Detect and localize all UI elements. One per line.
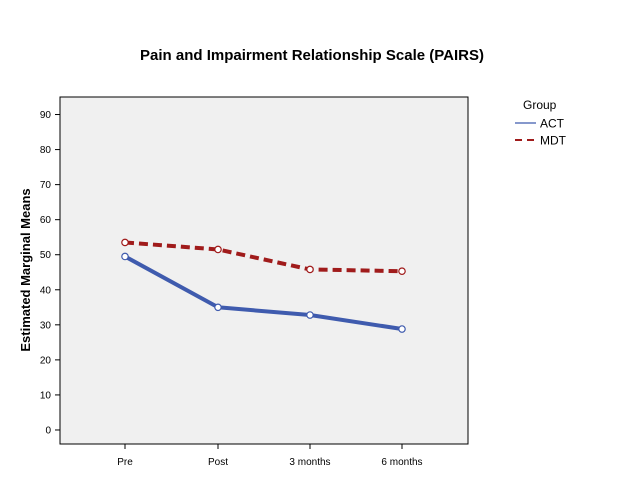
series-line-mdt [124, 240, 403, 274]
y-tick-label: 50 [40, 250, 52, 261]
plot-area [59, 96, 469, 445]
legend-label-mdt: MDT [540, 134, 567, 148]
data-point-act [398, 325, 406, 333]
data-point-act [306, 311, 314, 319]
series-line-act [124, 254, 403, 332]
data-point-act [214, 303, 222, 312]
y-tick-label: 40 [40, 285, 52, 296]
legend-title: Group [523, 98, 557, 112]
y-tick-label: 70 [40, 180, 52, 191]
data-point-act [121, 252, 129, 261]
x-tick-label: Pre [117, 457, 133, 468]
data-point-mdt [121, 238, 129, 247]
y-axis-label: Estimated Marginal Means [18, 188, 33, 351]
series-layer [121, 238, 406, 333]
legend-label-act: ACT [540, 117, 565, 131]
y-tick-label: 80 [40, 145, 52, 156]
y-tick-label: 60 [40, 215, 52, 226]
chart-title: Pain and Impairment Relationship Scale (… [140, 47, 484, 64]
x-tick-label: 3 months [289, 457, 330, 468]
y-tick-label: 0 [45, 425, 51, 436]
y-tick-label: 90 [40, 110, 52, 121]
y-axis: 0 10 20 30 40 50 60 70 80 90 [40, 110, 60, 436]
data-point-mdt [306, 265, 314, 274]
x-tick-label: 6 months [381, 457, 422, 468]
y-tick-label: 30 [40, 320, 52, 331]
x-axis: Pre Post 3 months 6 months [117, 444, 423, 468]
data-point-mdt [398, 267, 406, 276]
data-point-mdt [214, 245, 222, 254]
x-tick-label: Post [208, 457, 228, 468]
legend: Group ACT MDT [515, 98, 567, 148]
y-tick-label: 20 [40, 355, 52, 366]
y-tick-label: 10 [40, 390, 52, 401]
